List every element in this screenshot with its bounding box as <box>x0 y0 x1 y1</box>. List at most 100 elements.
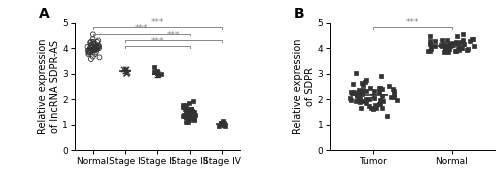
Point <box>347 91 355 94</box>
Point <box>122 67 130 70</box>
Point <box>446 45 454 48</box>
Point <box>359 89 367 92</box>
Text: ***: *** <box>150 18 164 27</box>
Point <box>190 110 198 113</box>
Point <box>444 51 452 54</box>
Point <box>154 73 162 76</box>
Text: ***: *** <box>134 24 148 33</box>
Point <box>441 48 449 51</box>
Point <box>362 97 370 100</box>
Point <box>188 108 196 111</box>
Text: A: A <box>39 7 50 21</box>
Point <box>184 115 192 118</box>
Point <box>182 114 190 117</box>
Point <box>85 50 93 53</box>
Point <box>91 52 99 55</box>
Point <box>180 106 188 109</box>
Point <box>182 120 190 123</box>
Point <box>460 42 468 45</box>
Point <box>182 114 190 117</box>
Point <box>426 43 434 46</box>
Point <box>370 90 378 93</box>
Point <box>454 41 462 44</box>
Point <box>455 47 463 50</box>
Point <box>220 121 228 124</box>
Point <box>95 47 103 50</box>
Point <box>185 114 193 117</box>
Point <box>378 87 386 90</box>
Point <box>452 41 460 44</box>
Point <box>452 49 460 52</box>
Point <box>377 74 385 77</box>
Point <box>188 111 196 114</box>
Point <box>122 71 130 74</box>
Point <box>347 99 355 102</box>
Point <box>86 46 94 49</box>
Point <box>86 41 94 44</box>
Point <box>358 107 366 110</box>
Point <box>90 49 98 52</box>
Point <box>456 41 464 44</box>
Point <box>189 99 197 102</box>
Point <box>356 89 364 92</box>
Point <box>185 101 193 104</box>
Point <box>90 42 98 45</box>
Point <box>122 72 130 75</box>
Point <box>216 124 224 127</box>
Point <box>153 72 161 75</box>
Point <box>383 115 391 118</box>
Point <box>369 108 377 111</box>
Point <box>93 40 101 43</box>
Point <box>190 119 198 122</box>
Point <box>466 39 474 42</box>
Point <box>90 48 98 51</box>
Point <box>94 46 102 49</box>
Point <box>432 45 440 48</box>
Point <box>348 91 356 94</box>
Point <box>182 114 190 117</box>
Point <box>95 44 103 47</box>
Point <box>90 42 98 45</box>
Point <box>94 44 102 47</box>
Point <box>356 96 364 99</box>
Y-axis label: Relative expression
of lncRNA SDPR-AS: Relative expression of lncRNA SDPR-AS <box>38 39 60 134</box>
Point <box>459 32 467 35</box>
Text: ***: *** <box>150 37 164 46</box>
Point <box>366 107 374 110</box>
Point <box>359 84 367 87</box>
Point <box>183 108 191 111</box>
Point <box>456 46 464 49</box>
Point <box>390 92 398 95</box>
Point <box>427 47 435 50</box>
Point <box>122 71 130 74</box>
Point <box>182 111 190 114</box>
Point <box>189 115 197 118</box>
Point <box>157 72 165 75</box>
Point <box>362 79 370 82</box>
Point <box>84 53 92 56</box>
Point <box>150 65 158 68</box>
Point <box>185 113 193 116</box>
Point <box>352 100 360 103</box>
Point <box>184 109 192 112</box>
Point <box>152 71 160 74</box>
Point <box>179 103 187 106</box>
Point <box>359 99 367 102</box>
Point <box>386 84 394 87</box>
Point <box>365 97 373 100</box>
Point <box>220 124 228 127</box>
Point <box>84 49 92 52</box>
Text: ***: *** <box>406 18 419 27</box>
Y-axis label: Relative expression
of SDPR: Relative expression of SDPR <box>293 39 315 134</box>
Point <box>370 96 378 99</box>
Point <box>392 99 400 102</box>
Point <box>96 56 104 59</box>
Point <box>190 117 198 120</box>
Point <box>376 87 384 90</box>
Point <box>121 68 129 71</box>
Point <box>86 44 94 47</box>
Point <box>190 114 198 117</box>
Point <box>390 90 398 93</box>
Point <box>354 91 362 94</box>
Point <box>188 109 196 112</box>
